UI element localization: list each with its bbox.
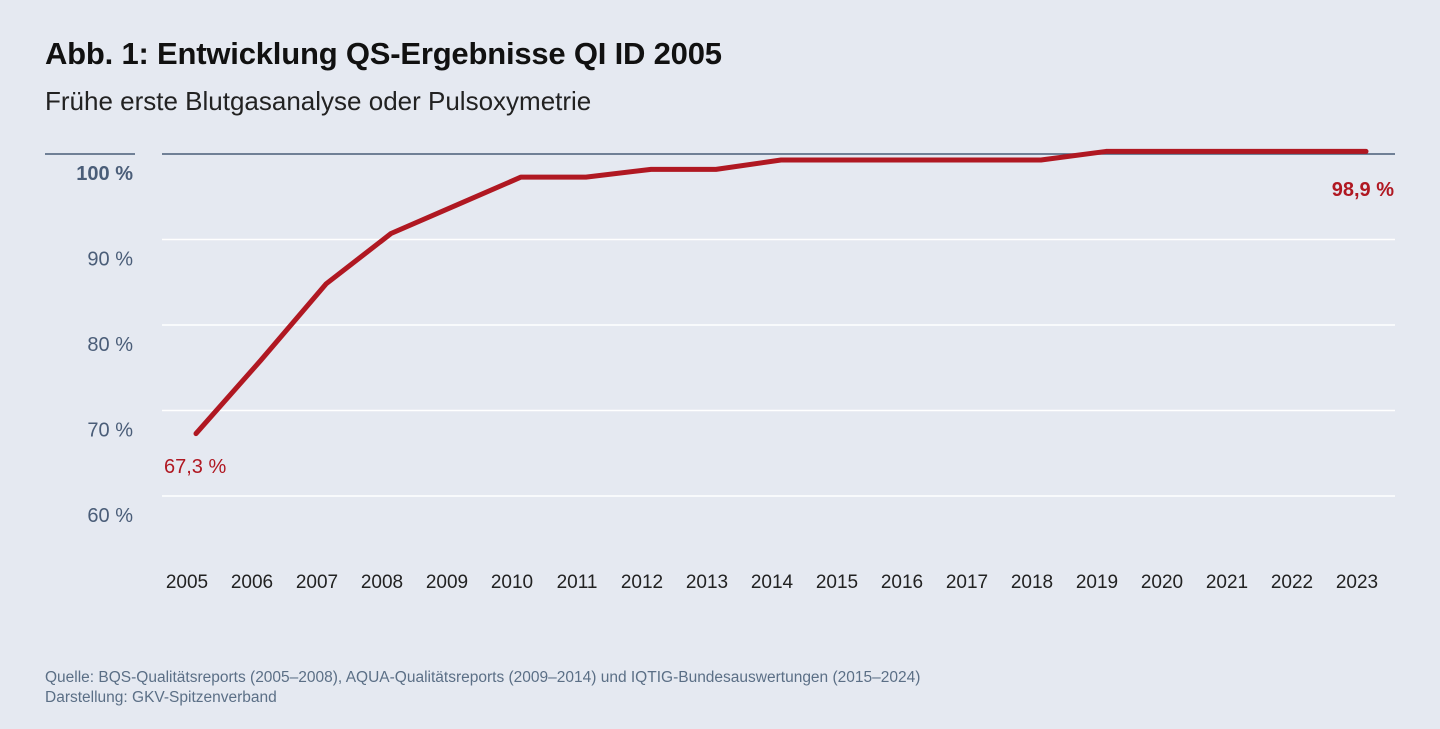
x-tick-label: 2011 bbox=[557, 572, 598, 593]
x-tick-label: 2022 bbox=[1271, 572, 1313, 593]
annotation-end-value: 98,9 % bbox=[1332, 179, 1394, 201]
x-tick-label: 2017 bbox=[946, 572, 988, 593]
source-note: Quelle: BQS-Qualitätsreports (2005–2008)… bbox=[45, 668, 920, 708]
x-tick-label: 2018 bbox=[1011, 572, 1053, 593]
chart-title: Abb. 1: Entwicklung QS-Ergebnisse QI ID … bbox=[45, 36, 722, 71]
credit-text: Darstellung: GKV-Spitzenverband bbox=[45, 689, 277, 706]
x-tick-label: 2014 bbox=[751, 572, 794, 593]
series-line bbox=[193, 148, 1369, 437]
x-tick-label: 2012 bbox=[621, 572, 663, 593]
x-tick-label: 2015 bbox=[816, 572, 858, 593]
x-tick-label: 2020 bbox=[1141, 572, 1183, 593]
y-tick-label: 60 % bbox=[87, 505, 133, 527]
x-tick-label: 2007 bbox=[296, 572, 338, 593]
x-tick-label: 2013 bbox=[686, 572, 728, 593]
y-tick-label: 100 % bbox=[76, 163, 133, 185]
chart-subtitle: Frühe erste Blutgasanalyse oder Pulsoxym… bbox=[45, 86, 592, 116]
x-tick-label: 2019 bbox=[1076, 572, 1118, 593]
y-tick-label: 80 % bbox=[87, 334, 133, 356]
y-tick-label: 90 % bbox=[87, 249, 133, 271]
x-tick-label: 2023 bbox=[1336, 572, 1378, 593]
x-tick-label: 2006 bbox=[231, 572, 273, 593]
x-tick-label: 2008 bbox=[361, 572, 403, 593]
x-tick-label: 2016 bbox=[881, 572, 923, 593]
x-tick-label: 2010 bbox=[491, 572, 533, 593]
annotation-start-value: 67,3 % bbox=[164, 456, 226, 478]
y-tick-label: 70 % bbox=[87, 420, 133, 442]
source-text: Quelle: BQS-Qualitätsreports (2005–2008)… bbox=[45, 669, 921, 686]
x-tick-label: 2009 bbox=[426, 572, 468, 593]
x-tick-label: 2005 bbox=[166, 572, 208, 593]
x-tick-label: 2021 bbox=[1206, 572, 1248, 593]
